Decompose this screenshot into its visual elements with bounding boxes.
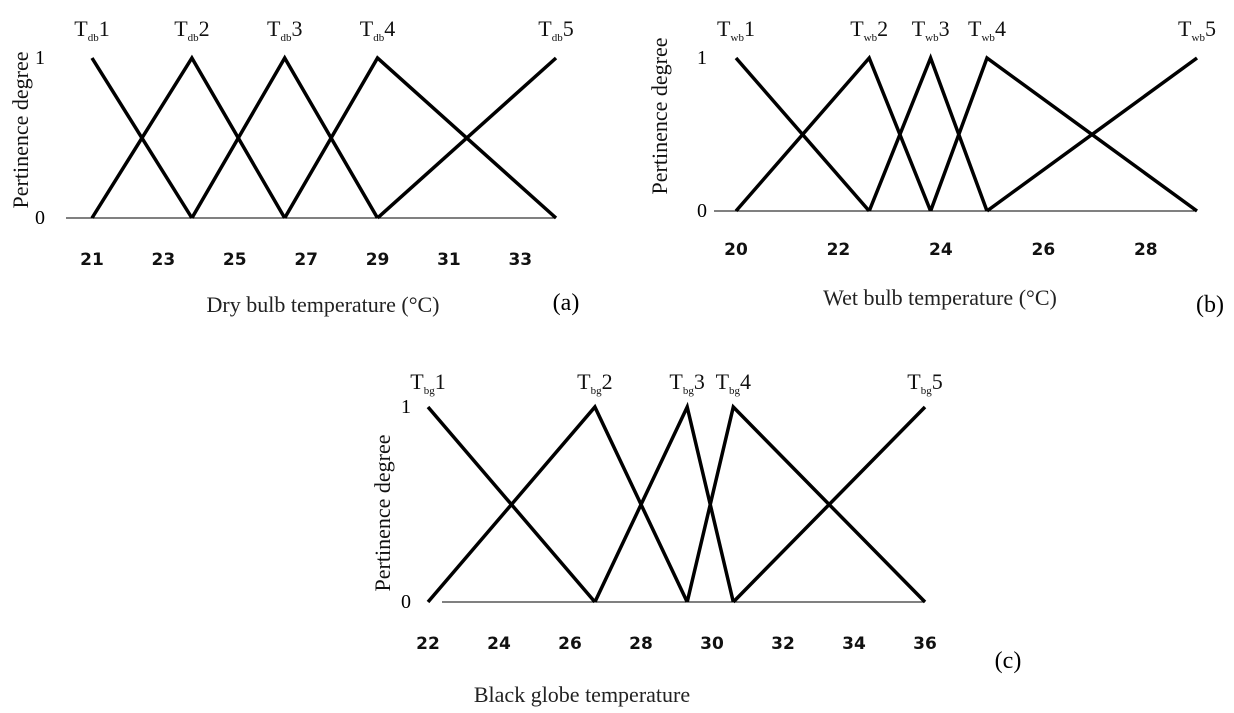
membership-label-tbg2: Tbg2 [577,369,612,397]
x-tick-label: 28 [1134,240,1158,260]
membership-label-twb3: Twb3 [912,16,950,44]
y-tick-label: 0 [401,591,411,613]
y-axis-label: Pertinence degree [370,435,395,592]
membership-label-tbg3: Tbg3 [669,369,704,397]
membership-label-tdb4: Tdb4 [360,16,395,44]
x-tick-label: 28 [629,634,653,654]
membership-line-twb3 [867,53,989,212]
y-tick-label: 1 [697,47,707,69]
membership-labels: Tdb1 Tdb2 Tdb3 Tdb4 Tdb5 [74,16,573,44]
membership-label-tdb1: Tdb1 [74,16,109,44]
membership-line-tbg4 [685,403,927,604]
chart-panel-b: Pertinence degree Wet bulb temperature (… [647,16,1224,318]
x-axis-label: Dry bulb temperature (°C) [207,292,440,317]
axis-ticks: 0 1 22 24 26 28 30 32 34 36 [401,396,937,654]
y-tick-label: 0 [697,200,707,222]
membership-line-tbg5 [732,405,927,604]
membership-label-twb1: Twb1 [717,16,755,44]
membership-label-twb4: Twb4 [968,16,1006,44]
membership-line-tbg3 [593,401,736,603]
panel-label: (a) [553,290,580,316]
x-tick-label: 20 [724,240,748,260]
y-tick-label: 1 [35,47,45,69]
x-tick-label: 27 [294,250,318,270]
membership-label-tbg5: Tbg5 [907,369,942,397]
membership-lines [426,401,927,604]
membership-line-twb4 [928,55,1199,213]
membership-line-tdb4 [283,55,558,220]
x-tick-label: 32 [771,634,795,654]
x-tick-label: 31 [437,250,461,270]
membership-lines [734,53,1199,213]
membership-label-tdb5: Tdb5 [538,16,573,44]
y-axis-label: Pertinence degree [8,52,33,209]
x-tick-label: 24 [929,240,953,260]
membership-line-tdb2 [90,54,287,219]
membership-labels: Twb1 Twb2 Twb3 Twb4 Twb5 [717,16,1216,44]
x-tick-label: 23 [152,250,176,270]
x-tick-label: 22 [827,240,851,260]
axis-ticks: 0 1 20 22 24 26 28 [697,47,1197,260]
x-tick-label: 33 [508,250,532,270]
chart-panel-c: Pertinence degree Black globe temperatur… [370,369,1021,707]
x-tick-label: 26 [1031,240,1055,260]
x-axis-label: Black globe temperature [474,682,690,707]
membership-label-tdb2: Tdb2 [174,16,209,44]
membership-line-tdb3 [190,54,380,219]
membership-label-twb5: Twb5 [1178,16,1216,44]
y-tick-label: 1 [401,396,411,418]
panel-label: (c) [995,648,1022,674]
membership-line-tdb5 [376,56,558,220]
membership-labels: Tbg1 Tbg2 Tbg3 Tbg4 Tbg5 [410,369,942,397]
membership-label-tbg4: Tbg4 [716,369,751,397]
membership-label-tbg1: Tbg1 [410,369,445,397]
y-axis-label: Pertinence degree [647,38,672,195]
x-tick-label: 21 [80,250,104,270]
y-tick-label: 0 [35,207,45,229]
x-axis-label: Wet bulb temperature (°C) [823,285,1057,310]
chart-panel-a: Pertinence degree Dry bulb temperature (… [8,16,579,317]
membership-line-twb5 [985,56,1199,213]
x-tick-label: 29 [366,250,390,270]
membership-lines [90,54,558,220]
x-tick-label: 24 [487,634,511,654]
x-tick-label: 26 [558,634,582,654]
x-tick-label: 30 [700,634,724,654]
membership-line-twb2 [734,54,933,213]
membership-label-twb2: Twb2 [850,16,888,44]
x-tick-label: 25 [223,250,247,270]
axis-ticks: 0 1 21 23 25 27 29 31 33 [35,47,556,270]
x-tick-label: 34 [842,634,866,654]
x-tick-label: 36 [913,634,937,654]
membership-line-tbg2 [426,403,689,604]
x-tick-label: 22 [416,634,440,654]
membership-label-tdb3: Tdb3 [267,16,302,44]
panel-label: (b) [1196,292,1224,318]
